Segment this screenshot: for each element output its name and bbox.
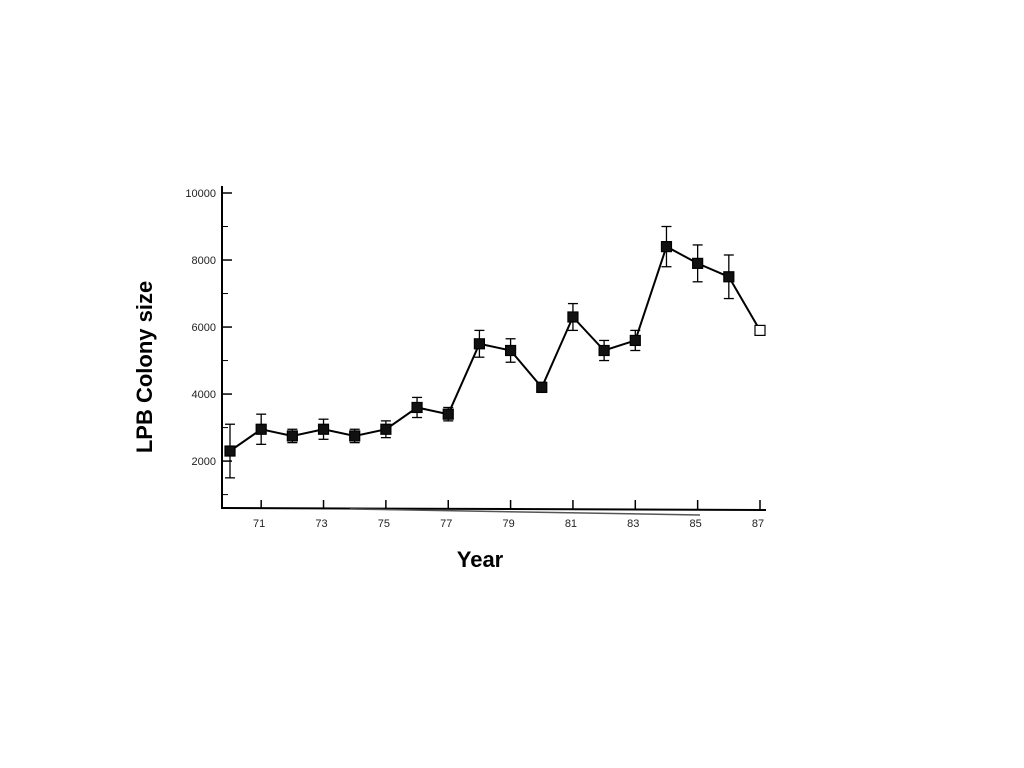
- y-tick-label: 4000: [192, 389, 216, 401]
- data-point: [504, 344, 517, 357]
- data-point: [349, 430, 361, 442]
- error-bars: [225, 225, 734, 479]
- x-tick-label: 81: [565, 518, 577, 530]
- y-tick-label: 2000: [192, 456, 216, 468]
- y-tick-label: 10000: [185, 188, 216, 200]
- data-point: [286, 430, 298, 442]
- data-point: [473, 338, 486, 350]
- x-axis-line: [221, 507, 767, 511]
- data-point: [660, 241, 673, 253]
- data-point: [723, 271, 735, 283]
- data-markers: [224, 241, 766, 457]
- y-tick-label: 8000: [192, 255, 216, 267]
- x-tick-label: 77: [440, 518, 452, 530]
- data-point: [255, 423, 267, 435]
- data-point: [536, 381, 548, 393]
- x-axis-ticks: 71 73 75 77 79 81 83 85 87: [253, 500, 764, 530]
- data-point: [317, 423, 330, 435]
- x-tick-label: 71: [253, 518, 265, 530]
- data-point: [567, 311, 579, 323]
- data-point: [754, 324, 766, 336]
- baseline-artifact-line: [349, 508, 701, 516]
- data-point: [629, 334, 641, 347]
- axes: [221, 186, 767, 516]
- data-point: [442, 408, 454, 420]
- y-axis-ticks: 2000 4000 6000 8000 10000: [185, 188, 232, 496]
- x-tick-label: 83: [627, 518, 639, 530]
- y-tick-label: 6000: [192, 322, 216, 334]
- x-tick-label: 87: [752, 518, 764, 530]
- x-tick-label: 79: [502, 518, 514, 530]
- series-line-group: [229, 245, 761, 452]
- data-point: [411, 401, 423, 414]
- x-tick-label: 85: [690, 518, 702, 530]
- data-point: [380, 423, 392, 435]
- series-line: [229, 245, 761, 452]
- x-tick-label: 73: [315, 518, 327, 530]
- x-tick-label: 75: [378, 518, 390, 530]
- data-point: [598, 344, 610, 357]
- data-point: [224, 445, 236, 457]
- data-point: [692, 257, 704, 269]
- y-axis-title: LPB Colony size: [132, 281, 157, 453]
- x-axis-title: Year: [457, 547, 504, 572]
